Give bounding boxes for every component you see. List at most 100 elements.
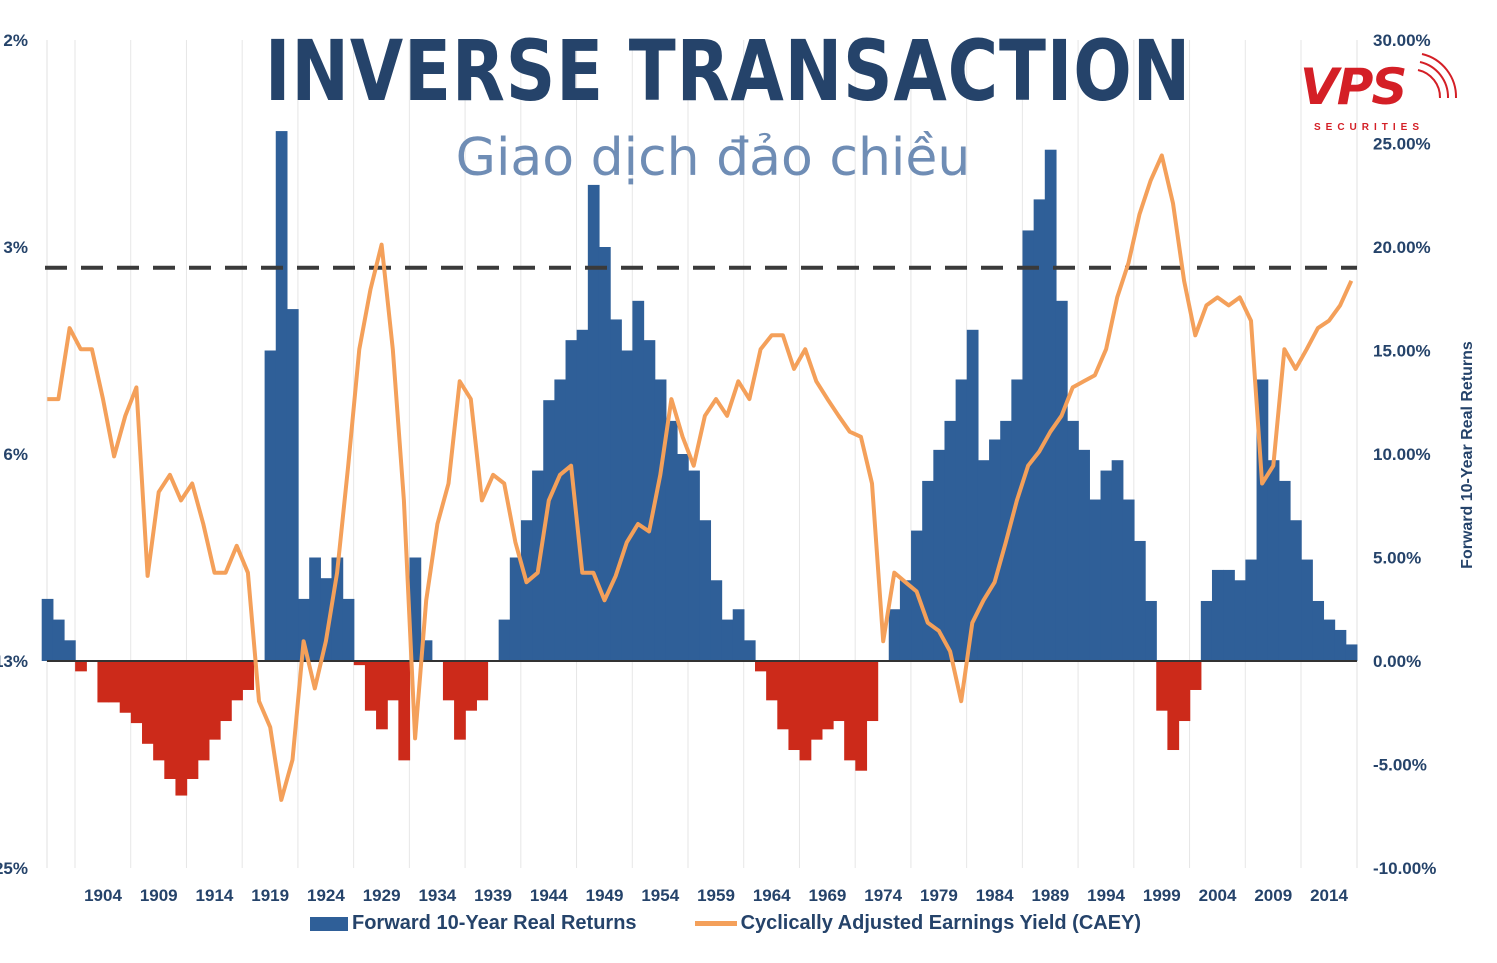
returns-bar [1345,644,1358,661]
returns-bar [1145,600,1157,661]
right-axis-label: Forward 10-Year Real Returns [1459,341,1476,569]
x-tick-label: 1954 [641,886,679,905]
x-tick-label: 2014 [1310,886,1348,905]
x-tick-label: 1994 [1087,886,1125,905]
x-tick-label: 1984 [976,886,1014,905]
returns-bar [1323,619,1336,661]
returns-bar [52,619,65,661]
x-tick-label: 1929 [363,886,401,905]
returns-bar [543,400,555,661]
returns-bar [732,609,745,661]
x-tick-label: 1944 [530,886,568,905]
returns-bar [788,661,801,751]
returns-bar [1200,600,1213,661]
returns-bar [610,319,622,661]
returns-bar [275,131,288,661]
returns-bar [498,619,511,661]
returns-bar [777,661,790,730]
returns-bar [1178,661,1191,722]
left-tick-label: 13% [0,652,28,671]
legend-swatch-caey [694,921,737,926]
returns-bar [1189,661,1202,690]
returns-bar [699,520,712,661]
returns-bar [398,661,411,761]
returns-bar [665,420,678,661]
chart-subtitle: Giao dịch đảo chiều [455,128,971,188]
x-tick-label: 1959 [697,886,735,905]
returns-bar [1111,460,1124,661]
right-tick-label: -10.00% [1373,859,1436,878]
x-tick-label: 1924 [307,886,345,905]
right-tick-label: 5.00% [1373,549,1421,568]
returns-bar [966,329,979,661]
logo-tagline: SECURITIES [1314,122,1425,133]
returns-bar [1055,300,1068,661]
right-tick-label: 10.00% [1373,445,1431,464]
x-tick-label: 1949 [586,886,624,905]
legend-swatch-returns [310,916,348,931]
returns-bar [821,661,834,730]
returns-bar [755,661,767,672]
returns-bar [810,661,823,740]
returns-bar [220,661,232,722]
returns-bar [175,661,188,796]
vps-logo: VPS SECURITIES [1298,52,1458,136]
returns-bar [1067,420,1079,661]
x-tick-label: 1974 [864,886,902,905]
returns-bar [1011,379,1024,661]
returns-bar [1211,569,1224,661]
left-tick-label: 6% [3,445,28,464]
returns-bar [632,300,645,661]
returns-bar [320,578,333,661]
returns-bar [331,557,344,661]
x-tick-label: 1939 [474,886,512,905]
returns-bar [164,661,177,779]
returns-bar [899,580,912,661]
returns-bar [955,379,968,661]
returns-bar [676,454,689,661]
returns-bar [833,661,845,722]
returns-bar [1234,580,1247,661]
returns-bar [743,640,756,661]
returns-bar [654,379,667,661]
returns-bar [1133,540,1146,661]
returns-bar [298,598,310,661]
returns-bar [119,661,132,713]
returns-bar [766,661,778,701]
logo-text: VPS [1300,58,1407,116]
left-tick-label: 3% [3,238,28,257]
returns-bar [364,661,377,711]
returns-bar [442,661,455,701]
returns-bar [231,661,243,701]
returns-bar [1167,661,1180,751]
x-tick-label: 1904 [84,886,122,905]
returns-bar [376,661,388,730]
left-tick-label: 25% [0,859,28,878]
right-tick-label: -5.00% [1373,756,1427,775]
x-tick-label: 2004 [1199,886,1237,905]
chart-title: INVERSE TRANSACTION [264,22,1192,120]
returns-bar [565,340,578,661]
x-tick-label: 2009 [1254,886,1292,905]
returns-bar [621,350,634,661]
signal-waves-icon [1417,53,1458,99]
returns-bar [465,661,477,711]
right-tick-label: 0.00% [1373,652,1421,671]
returns-bar [799,661,812,761]
returns-bar [342,598,355,661]
returns-bar [97,661,110,703]
returns-bar [75,661,87,672]
returns-bar [1044,149,1057,661]
returns-bar [520,520,533,661]
returns-bar [264,350,277,661]
returns-bar [933,449,946,661]
returns-bar [1245,559,1258,661]
x-tick-label: 1919 [251,886,289,905]
returns-bar [1033,199,1046,661]
returns-bar [309,557,321,661]
returns-bar [598,247,611,661]
returns-bar [710,580,723,661]
returns-bar [286,309,299,661]
x-tick-label: 1909 [140,886,178,905]
x-tick-label: 1934 [418,886,456,905]
